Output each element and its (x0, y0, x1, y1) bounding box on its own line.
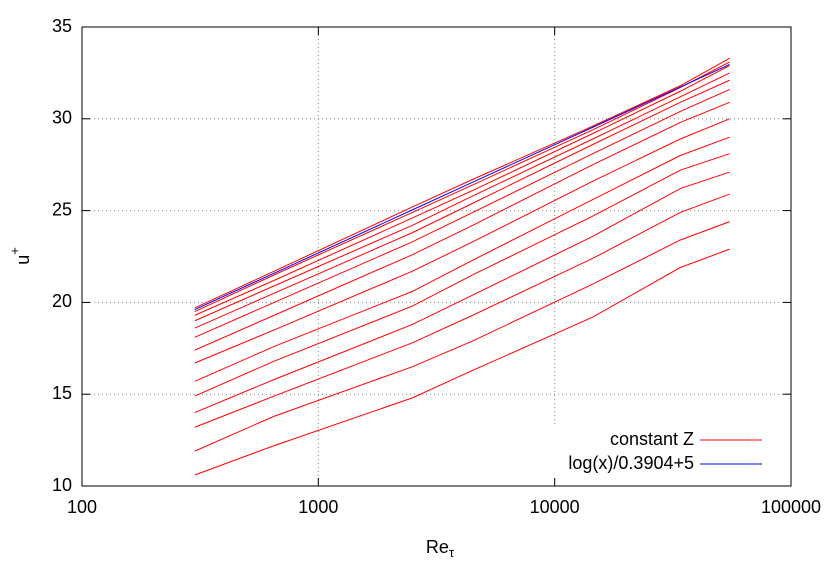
series-line (194, 171, 730, 414)
series-line (194, 136, 730, 382)
x-label-sub: τ (449, 545, 455, 560)
series-line (194, 118, 730, 364)
y-axis-label: u+ (7, 247, 32, 265)
series-line (194, 193, 730, 428)
legend-label: constant Z (610, 429, 694, 449)
x-tick-label: 100 (67, 497, 97, 517)
series-line (194, 65, 730, 316)
x-tick-label: 1000 (298, 497, 338, 517)
legend-background (518, 426, 786, 478)
y-tick-label: 20 (52, 291, 72, 311)
y-tick-label: 25 (52, 199, 72, 219)
y-label-main: u (13, 255, 33, 265)
legend-label: log(x)/0.3904+5 (568, 453, 694, 473)
x-label-main: Re (426, 537, 449, 557)
x-tick-label: 10000 (530, 497, 580, 517)
series-line (194, 79, 730, 329)
y-tick-label: 10 (52, 475, 72, 495)
plot-frame (81, 26, 792, 487)
series-line (194, 248, 730, 476)
y-tick-label: 30 (52, 108, 72, 128)
series-line (194, 101, 730, 351)
y-label-sup: + (7, 247, 22, 255)
series-line (194, 63, 730, 311)
y-tick-label: 15 (52, 383, 72, 403)
series-line (194, 72, 730, 322)
series-line (194, 88, 730, 338)
y-tick-label: 35 (52, 16, 72, 36)
x-axis-label: Reτ (426, 537, 455, 561)
series-line (194, 57, 730, 309)
x-tick-label: 100000 (761, 497, 821, 517)
series-line (194, 221, 730, 452)
series-line (194, 153, 730, 397)
series-line (194, 61, 730, 313)
